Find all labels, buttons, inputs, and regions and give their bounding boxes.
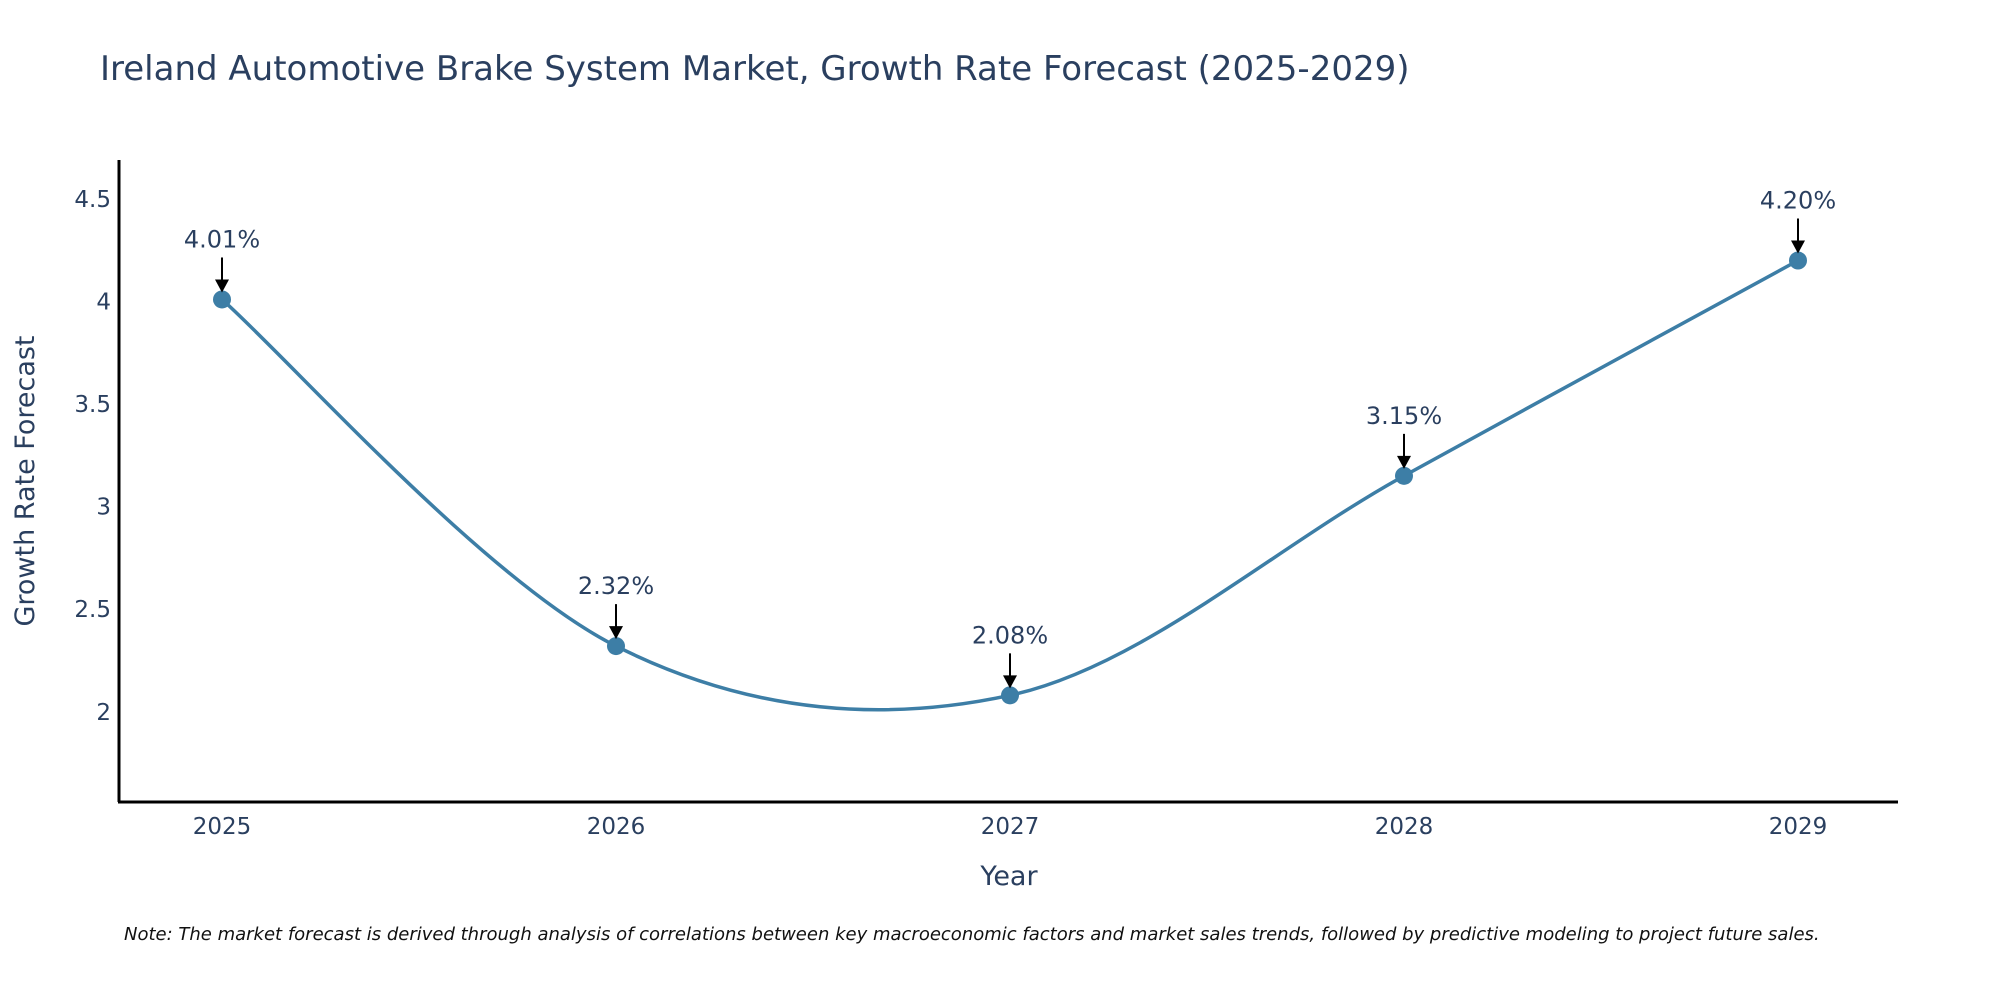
annotation-arrow-head [1791, 240, 1805, 254]
annotation-arrow-head [1003, 675, 1017, 689]
x-tick-label: 2027 [981, 814, 1040, 840]
x-tick-label: 2029 [1769, 814, 1828, 840]
axes [117, 160, 1898, 804]
data-point [1789, 251, 1807, 270]
annotation-arrow-head [1397, 455, 1411, 469]
x-axis-title: Year [979, 861, 1038, 892]
data-point [1001, 686, 1019, 705]
y-axis-title: Growth Rate Forecast [10, 335, 41, 626]
footnote: Note: The market forecast is derived thr… [124, 924, 1820, 945]
x-tick-label: 2028 [1375, 814, 1434, 840]
data-point [607, 637, 625, 656]
data-label: 4.20% [1760, 187, 1836, 215]
data-point [213, 290, 231, 309]
y-tick-label: 3 [96, 495, 111, 521]
data-label: 3.15% [1366, 402, 1442, 430]
data-label: 2.08% [972, 621, 1048, 649]
chart-title: Ireland Automotive Brake System Market, … [100, 49, 1409, 89]
x-tick-labels: 2025 2026 2027 2028 2029 [193, 814, 1828, 840]
y-tick-label: 4.5 [74, 187, 111, 213]
y-tick-labels: 2 2.5 3 3.5 4 4.5 [74, 187, 111, 726]
x-tick-label: 2026 [587, 814, 646, 840]
data-label: 4.01% [184, 225, 260, 253]
data-point [1395, 466, 1413, 485]
series-growth-rate [213, 251, 1807, 712]
y-tick-label: 3.5 [74, 392, 111, 418]
data-annotations: 4.01% 2.32% 2.08% 3.15% 4.20% [184, 187, 1836, 689]
annotation-arrow-head [609, 626, 623, 640]
x-tick-label: 2025 [193, 814, 252, 840]
y-tick-label: 2.5 [74, 597, 111, 623]
data-label: 2.32% [578, 572, 654, 600]
y-tick-label: 4 [96, 290, 111, 316]
annotation-arrow-head [215, 279, 229, 293]
y-tick-label: 2 [96, 700, 111, 726]
